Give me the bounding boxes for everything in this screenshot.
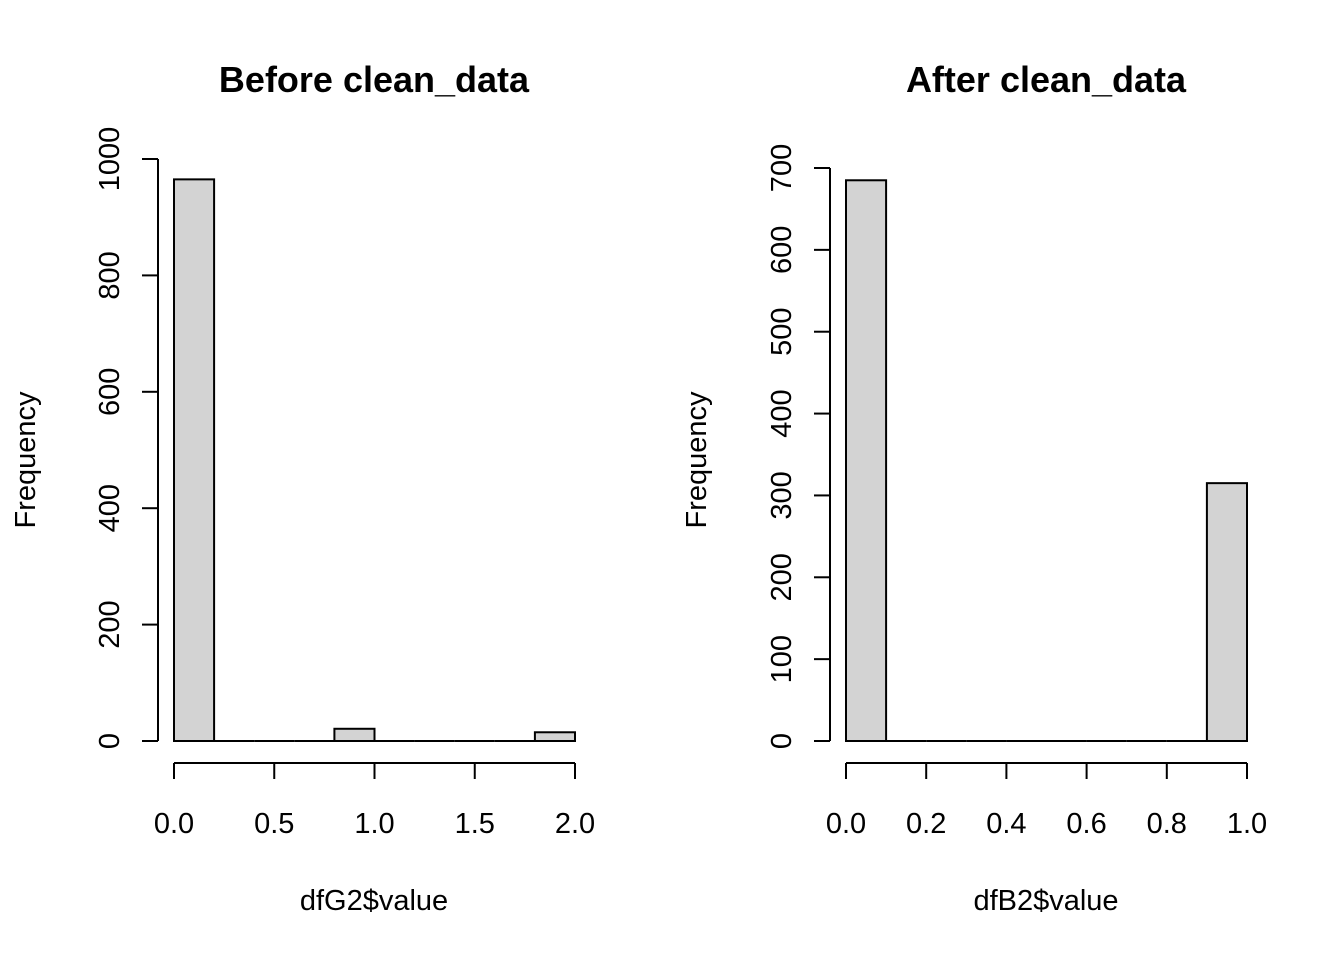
histogram-bar (1205, 482, 1249, 742)
x-tick-label: 0.2 (906, 808, 946, 840)
y-tick-label: 600 (766, 226, 798, 274)
chart-title: After clean_data (906, 59, 1187, 100)
y-tick-label: 800 (94, 251, 126, 299)
panel-after-clean-data: After clean_data dfB2$value Frequency 0 1… (681, 59, 1267, 917)
panel-before-clean-data: Before clean_data dfG2$value Frequency 0… (10, 59, 595, 917)
y-tick-label: 100 (766, 635, 798, 683)
y-axis: 0 200 400 600 800 1000 (94, 127, 159, 749)
y-tick-label: 700 (766, 144, 798, 192)
x-axis-label: dfG2$value (300, 885, 448, 917)
chart-title: Before clean_data (219, 59, 530, 100)
x-tick-label: 0.5 (254, 808, 294, 840)
y-tick-label: 200 (766, 553, 798, 601)
x-tick-label: 0.6 (1066, 808, 1106, 840)
x-axis: 0.0 0.5 1.0 1.5 2.0 (154, 762, 595, 840)
histogram-bar (845, 179, 888, 742)
x-tick-label: 1.5 (455, 808, 495, 840)
x-axis-label: dfB2$value (973, 885, 1118, 917)
y-tick-label: 1000 (94, 127, 126, 192)
x-tick-label: 2.0 (555, 808, 595, 840)
y-tick-label: 500 (766, 308, 798, 356)
bars (845, 179, 1249, 742)
x-tick-label: 0.0 (826, 808, 866, 840)
x-tick-label: 1.0 (1227, 808, 1267, 840)
x-tick-label: 1.0 (354, 808, 394, 840)
y-tick-label: 0 (94, 733, 126, 749)
x-tick-label: 0.4 (986, 808, 1026, 840)
y-axis-label: Frequency (681, 391, 713, 529)
x-axis: 0.0 0.2 0.4 0.6 0.8 1.0 (826, 762, 1267, 840)
y-tick-label: 400 (766, 389, 798, 437)
x-tick-label: 0.0 (154, 808, 194, 840)
histogram-bar (173, 178, 216, 742)
y-axis-label: Frequency (10, 391, 42, 529)
y-tick-label: 0 (766, 733, 798, 749)
bars (173, 178, 577, 743)
y-tick-label: 200 (94, 600, 126, 648)
histogram-bar (533, 731, 577, 743)
y-axis: 0 100 200 300 400 500 600 700 (766, 144, 831, 749)
y-tick-label: 400 (94, 484, 126, 532)
x-tick-label: 0.8 (1147, 808, 1187, 840)
y-tick-label: 300 (766, 471, 798, 519)
histogram-bar (333, 727, 376, 743)
y-tick-label: 600 (94, 368, 126, 416)
